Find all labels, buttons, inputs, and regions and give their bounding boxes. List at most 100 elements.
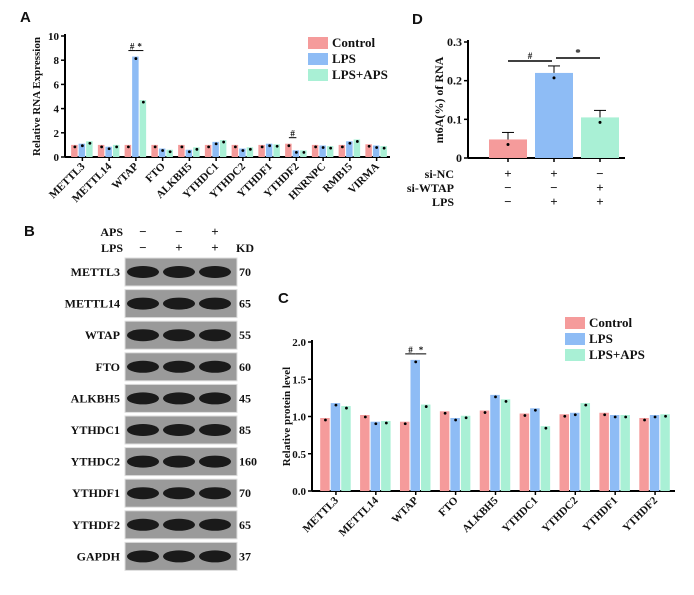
protein-band xyxy=(127,297,159,310)
protein-band xyxy=(163,360,195,373)
bar-lps xyxy=(239,148,246,157)
bar-control xyxy=(320,417,330,491)
treatment-sign: + xyxy=(211,224,218,239)
bar xyxy=(489,139,527,158)
bar-lps-aps xyxy=(273,144,280,157)
y-tick-label: 4 xyxy=(54,104,60,116)
protein-label: YTHDC2 xyxy=(71,455,120,469)
protein-band xyxy=(163,329,195,342)
data-point xyxy=(214,142,218,146)
treatment-sign: − xyxy=(139,224,146,239)
kd-value: 85 xyxy=(239,423,251,437)
data-point xyxy=(73,145,77,149)
y-tick-label: 0.0 xyxy=(292,486,306,498)
data-point xyxy=(598,120,602,124)
data-point xyxy=(584,403,588,407)
bar-lps xyxy=(105,146,112,157)
bar-control xyxy=(285,143,292,157)
data-point xyxy=(302,150,306,154)
significance-mark: * xyxy=(419,345,424,355)
x-tick-label: WTAP xyxy=(390,494,421,525)
condition-sign: − xyxy=(596,166,603,181)
data-point xyxy=(504,399,508,403)
x-tick-label: WTAP xyxy=(110,160,141,191)
protein-band xyxy=(163,550,195,563)
data-point xyxy=(294,150,298,154)
legend-swatch xyxy=(308,53,328,65)
x-tick-label: ALKBH5 xyxy=(460,494,501,535)
bar-lps xyxy=(490,394,500,491)
bar xyxy=(535,72,573,158)
bar-control xyxy=(439,411,450,491)
data-point xyxy=(382,146,386,150)
protein-band xyxy=(199,297,231,310)
protein-band xyxy=(163,297,195,310)
significance-mark: * xyxy=(575,47,581,59)
kd-value: 55 xyxy=(239,328,251,342)
bar-control xyxy=(338,144,346,157)
significance-mark: # xyxy=(130,42,135,52)
data-point xyxy=(563,414,567,418)
bar-lps xyxy=(265,143,273,157)
y-tick-label: 1.0 xyxy=(292,412,306,424)
y-tick-label: 8 xyxy=(54,55,60,67)
data-point xyxy=(653,415,657,419)
condition-label: si-WTAP xyxy=(407,181,454,195)
data-point xyxy=(494,395,497,399)
bar-lps xyxy=(570,412,580,491)
data-point xyxy=(483,411,487,414)
protein-band xyxy=(127,518,159,531)
data-point xyxy=(544,426,548,430)
y-tick-label: 6 xyxy=(54,79,60,91)
y-tick-label: 10 xyxy=(48,31,60,43)
protein-band xyxy=(127,360,159,373)
condition-label: LPS xyxy=(432,195,454,209)
protein-band xyxy=(199,518,231,531)
bar-control xyxy=(519,413,530,491)
bar-lps-aps xyxy=(500,399,511,491)
protein-band xyxy=(127,392,159,405)
legend-label: LPS+APS xyxy=(589,347,645,362)
protein-band xyxy=(199,392,231,405)
protein-label: METTL3 xyxy=(71,265,120,279)
condition-label: si-NC xyxy=(425,167,454,181)
data-point xyxy=(321,146,325,149)
protein-band xyxy=(127,455,159,468)
data-point xyxy=(523,414,527,417)
protein-label: ALKBH5 xyxy=(71,391,120,405)
protein-band xyxy=(127,329,159,342)
x-tick-label: YTHDF1 xyxy=(581,495,621,535)
bar-lps xyxy=(292,150,300,157)
protein-band xyxy=(127,424,159,436)
bar-control xyxy=(479,410,490,491)
y-tick-label: 0 xyxy=(54,152,60,164)
data-point xyxy=(643,418,646,422)
data-point xyxy=(613,415,617,419)
kd-value: 65 xyxy=(239,518,251,532)
x-tick-label: METTL3 xyxy=(301,494,342,535)
data-point xyxy=(340,145,344,149)
bar-lps-aps xyxy=(112,144,120,157)
legend-swatch xyxy=(565,349,585,361)
data-point xyxy=(248,147,252,151)
bar-lps-aps xyxy=(420,404,431,491)
bar-control xyxy=(71,144,78,157)
data-point xyxy=(414,360,418,364)
protein-band xyxy=(163,392,195,405)
protein-label: YTHDF1 xyxy=(72,486,120,500)
data-point xyxy=(424,405,428,408)
data-point xyxy=(241,149,245,152)
data-point xyxy=(275,144,279,148)
bar-lps xyxy=(330,403,341,491)
bar-lps xyxy=(450,417,460,491)
data-point xyxy=(367,144,371,148)
protein-band xyxy=(199,266,231,278)
kd-value: 65 xyxy=(239,297,251,311)
bar-lps xyxy=(132,56,139,157)
protein-label: FTO xyxy=(96,360,120,374)
data-point xyxy=(324,418,327,422)
kd-value: 70 xyxy=(239,265,251,279)
protein-label: YTHDF2 xyxy=(72,518,120,532)
